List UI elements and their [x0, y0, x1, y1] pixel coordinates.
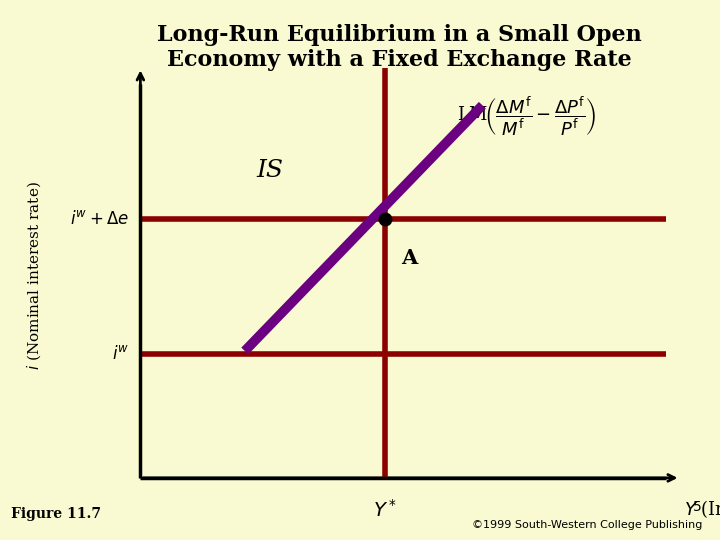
Text: ©1999 South-Western College Publishing: ©1999 South-Western College Publishing: [472, 520, 702, 530]
Text: IS: IS: [256, 159, 284, 181]
Text: $Y^*$: $Y^*$: [373, 498, 397, 521]
Text: Long-Run Equilibrium in a Small Open: Long-Run Equilibrium in a Small Open: [157, 24, 642, 46]
Text: $i^w + \Delta e$: $i^w + \Delta e$: [71, 210, 130, 228]
Text: $i^w$: $i^w$: [112, 345, 130, 363]
Text: LM$\!\left(\dfrac{\Delta M^\mathsf{f}}{M^\mathsf{f}} - \dfrac{\Delta P^\mathsf{f: LM$\!\left(\dfrac{\Delta M^\mathsf{f}}{M…: [457, 94, 597, 138]
Text: $i$ (Nominal interest rate): $i$ (Nominal interest rate): [26, 181, 43, 370]
Text: A: A: [401, 248, 418, 268]
Text: Figure 11.7: Figure 11.7: [11, 507, 101, 521]
Text: Economy with a Fixed Exchange Rate: Economy with a Fixed Exchange Rate: [167, 49, 632, 71]
Text: $Y$ (Income): $Y$ (Income): [684, 498, 720, 520]
Text: 5: 5: [693, 500, 702, 514]
